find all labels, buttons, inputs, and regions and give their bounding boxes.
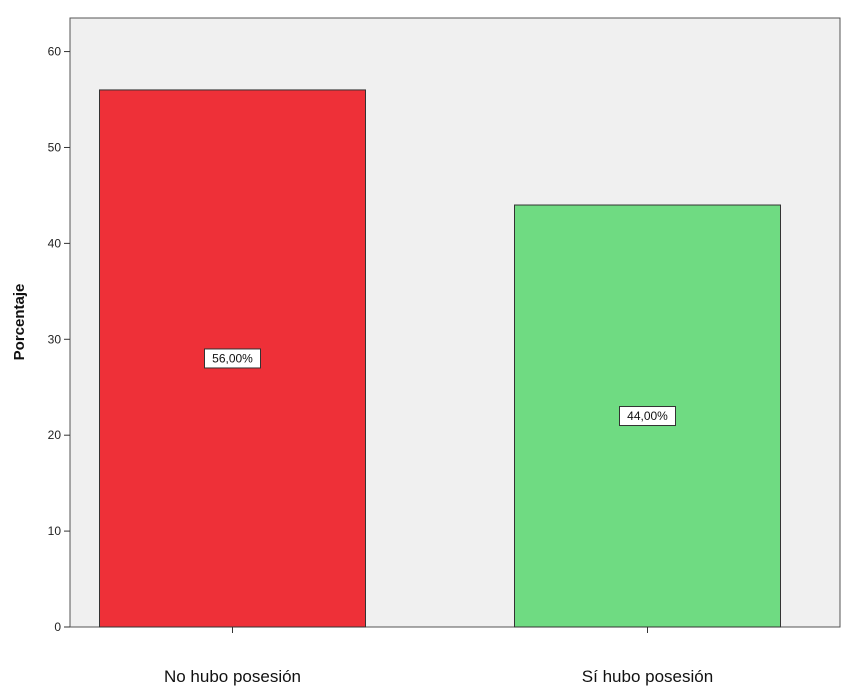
data-label: 56,00%	[212, 351, 253, 365]
data-label-box	[204, 348, 261, 369]
x-tick-label: Sí hubo posesión	[582, 667, 713, 686]
y-tick-label: 60	[48, 45, 62, 59]
y-tick-label: 40	[48, 236, 62, 250]
x-axis: No hubo posesión Sí hubo posesión	[164, 627, 713, 686]
y-tick-label: 30	[48, 332, 62, 346]
bars: 56,00% 44,00%	[99, 89, 781, 628]
y-axis-title: Porcentaje	[11, 284, 28, 361]
x-tick-label: No hubo posesión	[164, 667, 301, 686]
y-tick-label: 50	[48, 140, 62, 154]
y-tick-label: 20	[48, 428, 62, 442]
y-tick-label: 0	[54, 620, 61, 634]
y-tick-label: 10	[48, 524, 62, 538]
data-label: 44,00%	[627, 409, 668, 423]
data-label-box	[619, 406, 676, 427]
y-axis: 0 10 20 30 40 50 60	[48, 45, 70, 634]
